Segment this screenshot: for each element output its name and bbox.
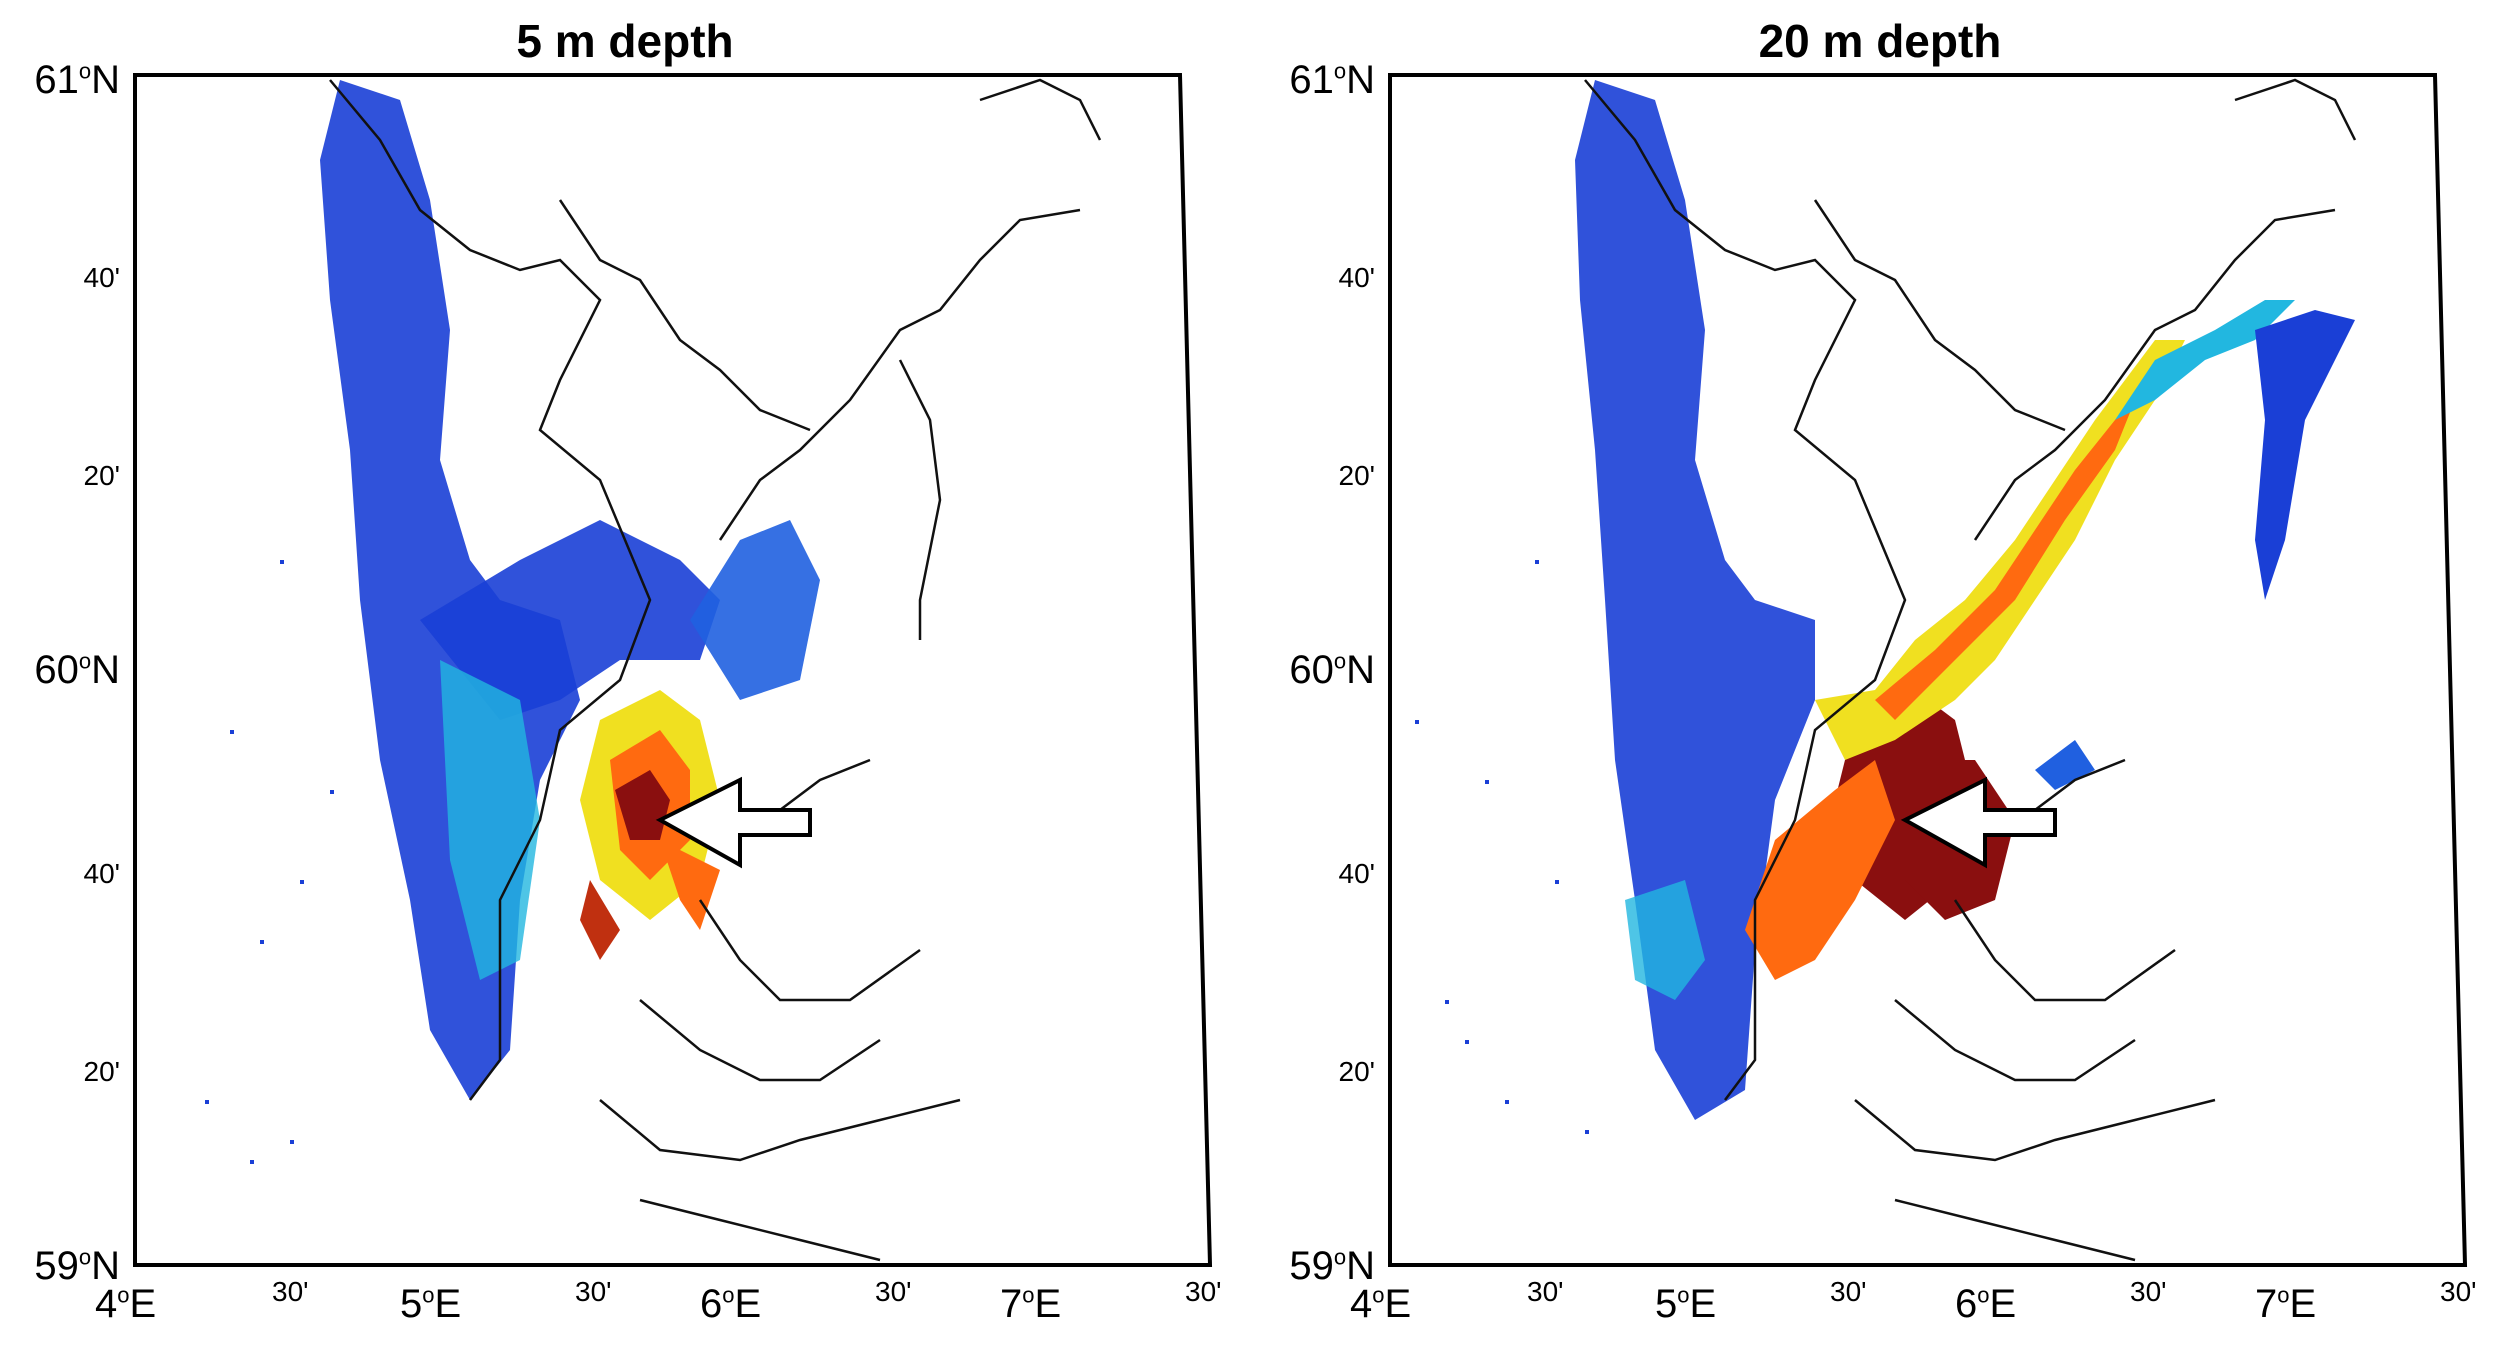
arrow-left-icon: [655, 776, 812, 869]
lon-label-30: 30': [1830, 1276, 1867, 1307]
lon-label-5e: 5oE: [1655, 1282, 1717, 1326]
lat-label-40: 40': [1338, 858, 1376, 889]
map-frame: [1388, 73, 2468, 1267]
lat-label-59n: 59oN: [1289, 1244, 1375, 1288]
lat-label-20: 20': [83, 460, 121, 491]
lon-label-30: 30': [2440, 1276, 2477, 1307]
lon-label-6e: 6oE: [700, 1282, 762, 1326]
lat-label-20: 20': [1338, 1056, 1376, 1087]
lon-label-4e: 4oE: [1350, 1282, 1412, 1326]
lat-label-60n: 60oN: [1289, 648, 1375, 692]
coastline: [329, 78, 1102, 1262]
lon-label-30: 30': [875, 1276, 912, 1307]
panel-title: 20 m depth: [1758, 15, 2002, 67]
map-canvas: [1388, 73, 2468, 1267]
lat-label-20: 20': [83, 1056, 121, 1087]
lon-label-4e: 4oE: [95, 1282, 157, 1326]
lon-label-30: 30': [1185, 1276, 1222, 1307]
lon-label-30: 30': [1527, 1276, 1564, 1307]
scattered-points: [1415, 560, 1589, 1134]
lon-label-30: 30': [272, 1276, 309, 1307]
lon-label-30: 30': [575, 1276, 612, 1307]
lon-label-7e: 7oE: [1000, 1282, 1062, 1326]
lat-label-61n: 61oN: [34, 58, 120, 102]
map-panel-20m: 20 m depth: [1255, 0, 2500, 1360]
panel-title: 5 m depth: [516, 15, 734, 67]
scattered-points: [205, 560, 334, 1164]
lat-label-40: 40': [1338, 262, 1376, 293]
map-canvas: [133, 73, 1213, 1267]
coastline: [1584, 78, 2357, 1262]
map-frame: [133, 73, 1213, 1267]
lon-label-5e: 5oE: [400, 1282, 462, 1326]
lat-label-40: 40': [83, 262, 121, 293]
lat-label-59n: 59oN: [34, 1244, 120, 1288]
lat-label-40: 40': [83, 858, 121, 889]
lon-label-6e: 6oE: [1955, 1282, 2017, 1326]
lat-label-20: 20': [1338, 460, 1376, 491]
lat-label-60n: 60oN: [34, 648, 120, 692]
lon-label-7e: 7oE: [2255, 1282, 2317, 1326]
concentration-field: [1575, 80, 2355, 1120]
arrow-left-icon: [1900, 776, 2057, 869]
lon-label-30: 30': [2130, 1276, 2167, 1307]
concentration-field: [320, 80, 820, 1100]
lat-label-61n: 61oN: [1289, 58, 1375, 102]
map-panel-5m: 5 m depth: [34, 15, 1222, 1326]
